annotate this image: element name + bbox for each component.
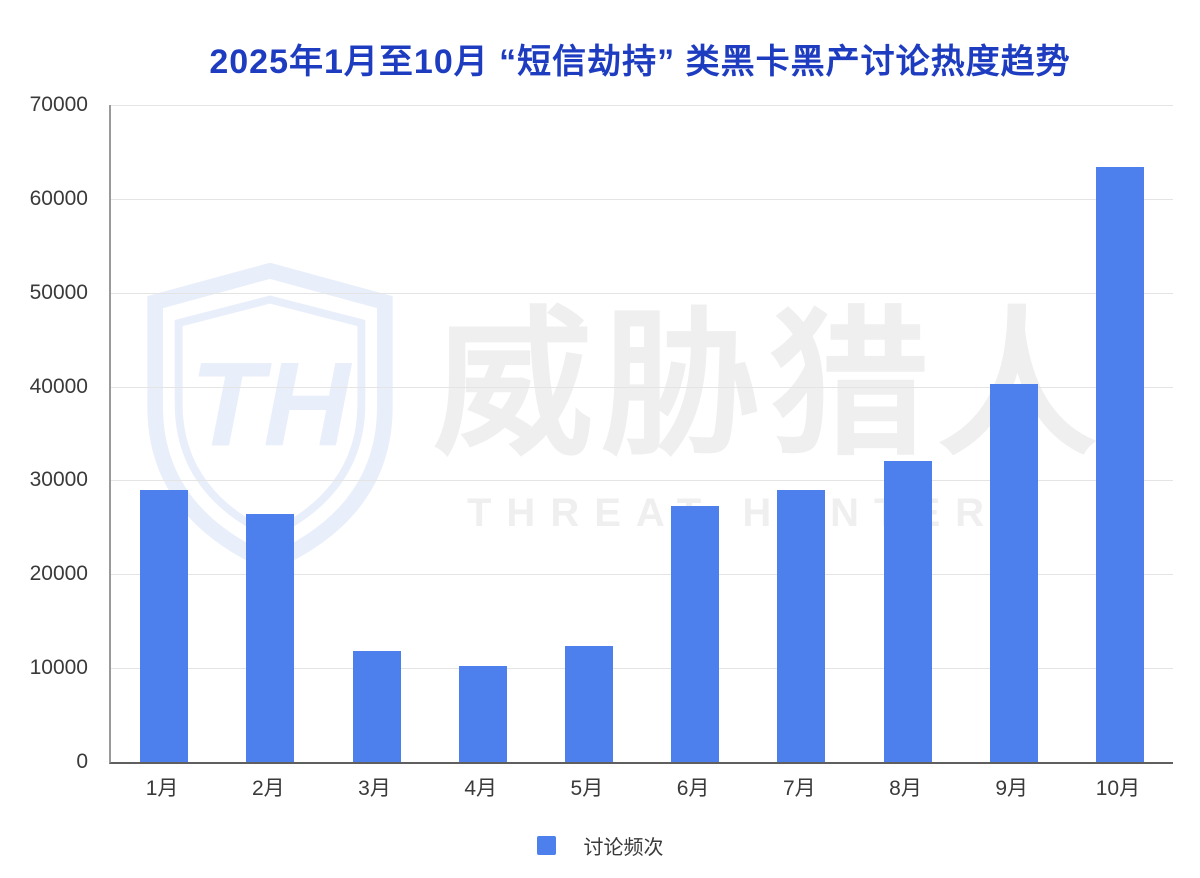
- gridline-20000: [111, 574, 1173, 576]
- x-tick-6月: 6月: [676, 777, 710, 800]
- chart-title: 2025年1月至10月 “短信劫持” 类黑卡黑产讨论热度趋势: [209, 43, 1071, 81]
- y-tick-70000: 70000: [29, 93, 88, 116]
- svg-text:TH: TH: [190, 338, 352, 472]
- y-axis-tick-labels: 0 10000 20000 30000 40000 50000 60000 70000: [0, 93, 88, 773]
- y-tick-30000: 30000: [29, 468, 88, 492]
- bar-10月: [1095, 166, 1144, 762]
- bar-4月: [458, 666, 507, 762]
- legend-label: 讨论频次: [583, 836, 664, 859]
- bar-3月: [352, 651, 401, 762]
- x-axis-tick-labels: 1月 2月 3月 4月 5月 6月 7月 8月 9月 10月: [109, 772, 1171, 802]
- gridline-40000: [111, 386, 1173, 388]
- y-tick-40000: 40000: [29, 374, 88, 398]
- x-tick-4月: 4月: [464, 777, 498, 800]
- bar-2月: [246, 514, 295, 762]
- bar-8月: [883, 460, 932, 762]
- y-tick-20000: 20000: [29, 562, 88, 586]
- x-tick-7月: 7月: [782, 777, 816, 800]
- bar-6月: [671, 505, 720, 762]
- x-tick-3月: 3月: [358, 777, 391, 800]
- plot-area: TH 威胁猎人 THREAT HUNTER: [109, 105, 1173, 764]
- gridline-50000: [111, 292, 1173, 294]
- y-tick-60000: 60000: [29, 186, 88, 210]
- gridline-60000: [111, 198, 1173, 200]
- y-tick-10000: 10000: [29, 656, 88, 680]
- bar-5月: [564, 645, 613, 762]
- legend-swatch: [536, 835, 556, 855]
- y-tick-50000: 50000: [29, 280, 88, 304]
- bar-7月: [777, 489, 826, 762]
- bar-9月: [989, 383, 1038, 762]
- chart-legend: 讨论频次: [0, 831, 1200, 859]
- x-tick-2月: 2月: [251, 777, 285, 800]
- x-tick-5月: 5月: [570, 777, 604, 800]
- bar-1月: [140, 489, 189, 762]
- gridline-70000: [111, 105, 1173, 106]
- x-tick-9月: 9月: [995, 777, 1029, 800]
- x-tick-1月: 1月: [145, 777, 179, 800]
- y-tick-0: 0: [76, 750, 88, 773]
- gridline-10000: [111, 668, 1173, 670]
- x-tick-8月: 8月: [889, 777, 922, 800]
- gridline-30000: [111, 480, 1173, 482]
- x-tick-10月: 10月: [1095, 777, 1141, 800]
